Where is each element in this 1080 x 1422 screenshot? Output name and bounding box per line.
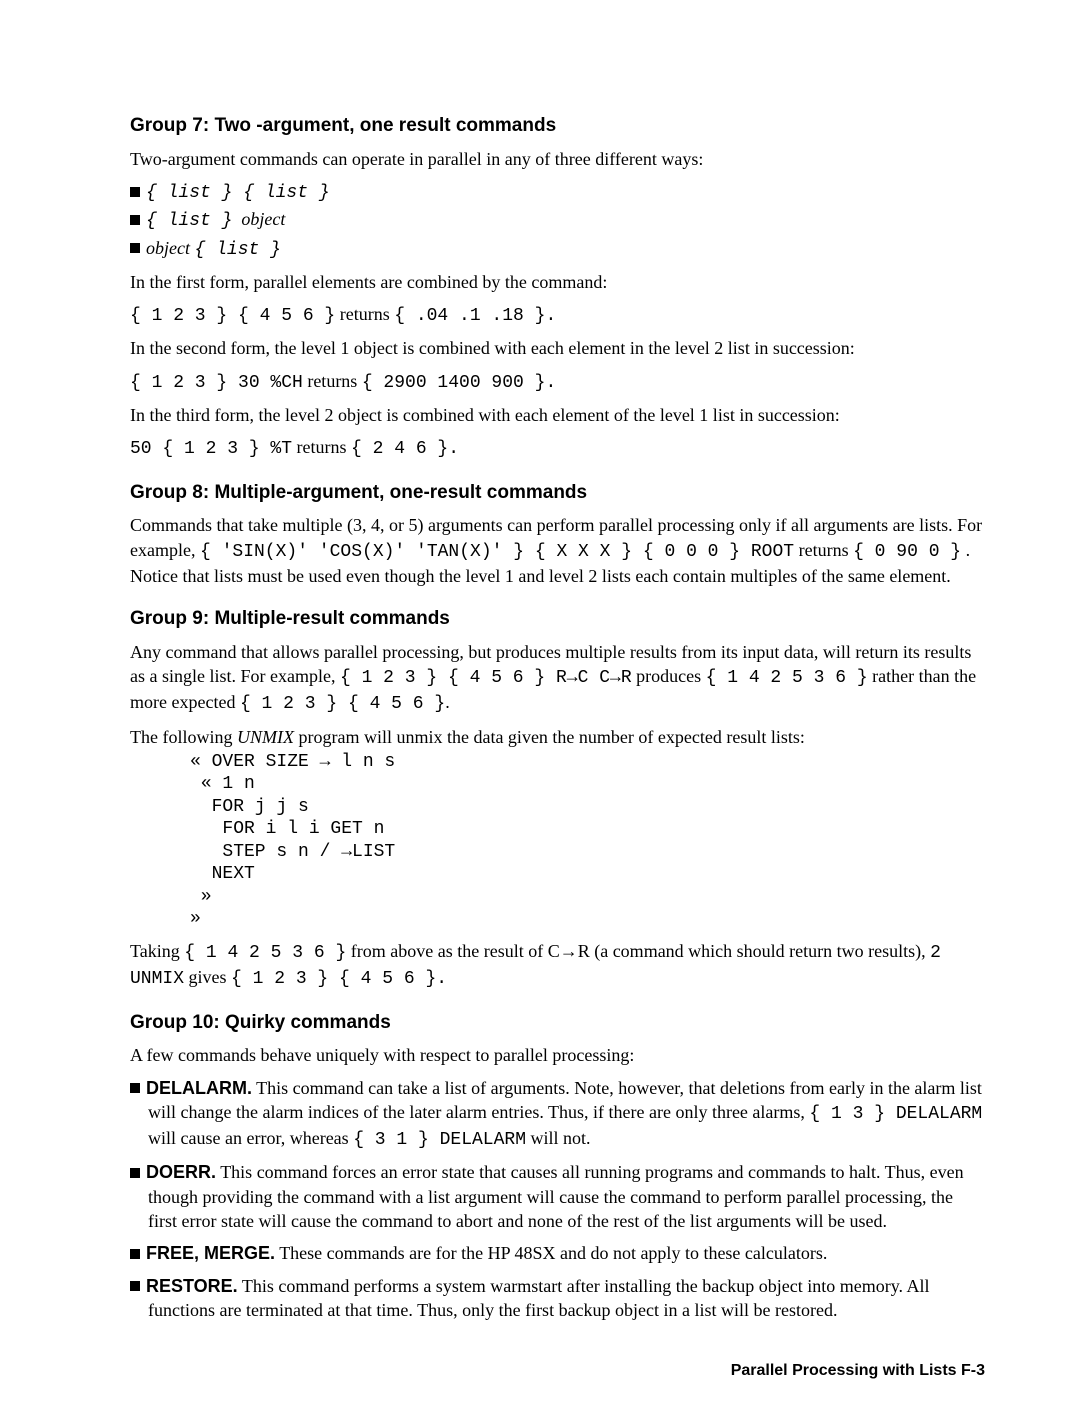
cmd-name: DELALARM. <box>146 1078 252 1098</box>
g9-dot: . <box>445 692 450 712</box>
g9-p3: Taking { 1 4 2 5 3 6 } from above as the… <box>130 939 985 992</box>
unmix-result: { 1 2 3 } { 4 5 6 } <box>231 969 436 989</box>
returns-word: returns <box>297 437 347 457</box>
g9-ex-expected: { 1 2 3 } { 4 5 6 } <box>240 694 445 714</box>
g7-form2: { list } object <box>130 207 985 233</box>
g9-p3b: from above as the result of C→R (a comma… <box>351 941 930 961</box>
g7-form2-desc: In the second form, the level 1 object i… <box>130 336 985 360</box>
g9-p3a: Taking <box>130 941 184 961</box>
g7-form1: { list } { list } <box>130 179 985 205</box>
cmd-name: RESTORE. <box>146 1276 238 1296</box>
g8-ex-output: { 0 90 0 } <box>853 542 961 562</box>
g9-p2a: The following <box>130 727 237 747</box>
square-bullet-icon <box>130 215 140 225</box>
g8-returns: returns <box>799 540 853 560</box>
heading-group-9: Group 9: Multiple-result commands <box>130 606 985 632</box>
heading-group-7: Group 7: Two -argument, one result comma… <box>130 113 985 139</box>
square-bullet-icon <box>130 187 140 197</box>
square-bullet-icon <box>130 1281 140 1291</box>
g7-ex3-right: { 2 4 6 } <box>351 439 448 459</box>
cmd-text3: will not. <box>526 1128 591 1148</box>
g9-ex-out: { 1 4 2 5 3 6 } <box>706 668 868 688</box>
cmd-text1: This command forces an error state that … <box>148 1162 964 1231</box>
g7-form3-ital: object <box>146 238 190 258</box>
g7-ex2-left: { 1 2 3 } 30 %CH <box>130 373 303 393</box>
g7-form3-mono: { list } <box>194 240 280 260</box>
square-bullet-icon <box>130 243 140 253</box>
returns-word: returns <box>307 371 357 391</box>
g7-ex1: { 1 2 3 } { 4 5 6 } returns { .04 .1 .18… <box>130 302 985 328</box>
square-bullet-icon <box>130 1249 140 1259</box>
g10-intro: A few commands behave uniquely with resp… <box>130 1043 985 1067</box>
g9-gives: gives <box>189 967 232 987</box>
g9-p2: The following UNMIX program will unmix t… <box>130 725 985 749</box>
g10-item-restore: RESTORE. This command performs a system … <box>130 1274 985 1323</box>
g8-ex-input: { 'SIN(X)' 'COS(X)' 'TAN(X)' } { X X X }… <box>200 542 794 562</box>
unmix-name: UNMIX <box>237 727 294 747</box>
g7-form2-ital: object <box>241 209 285 229</box>
page-content: Group 7: Two -argument, one result comma… <box>0 0 1080 1422</box>
g8-paragraph: Commands that take multiple (3, 4, or 5)… <box>130 513 985 588</box>
g7-form2-mono: { list } <box>146 211 232 231</box>
g10-item-doerr: DOERR. This command forces an error stat… <box>130 1160 985 1233</box>
g7-intro: Two-argument commands can operate in par… <box>130 147 985 171</box>
g9-ex-taken: { 1 4 2 5 3 6 } <box>184 943 346 963</box>
cmd-mono2: { 3 1 } DELALARM <box>353 1130 526 1150</box>
g7-ex3-left: 50 { 1 2 3 } %T <box>130 439 292 459</box>
g7-ex3: 50 { 1 2 3 } %T returns { 2 4 6 }. <box>130 435 985 461</box>
g9-ex-in: { 1 2 3 } { 4 5 6 } R→C C→R <box>340 668 632 688</box>
cmd-text1: This command performs a system warmstart… <box>148 1276 930 1320</box>
cmd-text2: will cause an error, whereas <box>148 1128 353 1148</box>
g10-item-free-merge: FREE, MERGE. These commands are for the … <box>130 1241 985 1265</box>
cmd-mono1: { 1 3 } DELALARM <box>809 1104 982 1124</box>
cmd-text1: These commands are for the HP 48SX and d… <box>275 1243 827 1263</box>
g10-item-delalarm: DELALARM. This command can take a list o… <box>130 1076 985 1153</box>
heading-group-8: Group 8: Multiple-argument, one-result c… <box>130 480 985 506</box>
unmix-program-code: « OVER SIZE → l n s « 1 n FOR j j s FOR … <box>190 751 985 931</box>
returns-word: returns <box>340 304 390 324</box>
g7-ex1-left: { 1 2 3 } { 4 5 6 } <box>130 306 335 326</box>
page-footer: Parallel Processing with Lists F-3 <box>130 1360 985 1382</box>
g7-form1-desc: In the first form, parallel elements are… <box>130 270 985 294</box>
g9-p2b: program will unmix the data given the nu… <box>294 727 805 747</box>
g9-p1b: produces <box>636 666 705 686</box>
square-bullet-icon <box>130 1168 140 1178</box>
cmd-name: FREE, MERGE. <box>146 1243 275 1263</box>
g10-items-list: DELALARM. This command can take a list o… <box>130 1076 985 1323</box>
heading-group-10: Group 10: Quirky commands <box>130 1010 985 1036</box>
g7-ex2-right: { 2900 1400 900 } <box>362 373 546 393</box>
square-bullet-icon <box>130 1083 140 1093</box>
g7-form3: object { list } <box>130 236 985 262</box>
g7-ex1-right: { .04 .1 .18 } <box>394 306 545 326</box>
g7-form3-desc: In the third form, the level 2 object is… <box>130 403 985 427</box>
cmd-name: DOERR. <box>146 1162 216 1182</box>
g7-form1-text: { list } { list } <box>146 183 330 203</box>
g7-forms-list: { list } { list } { list } object object… <box>130 179 985 262</box>
g7-ex2: { 1 2 3 } 30 %CH returns { 2900 1400 900… <box>130 369 985 395</box>
g9-p1: Any command that allows parallel process… <box>130 640 985 717</box>
